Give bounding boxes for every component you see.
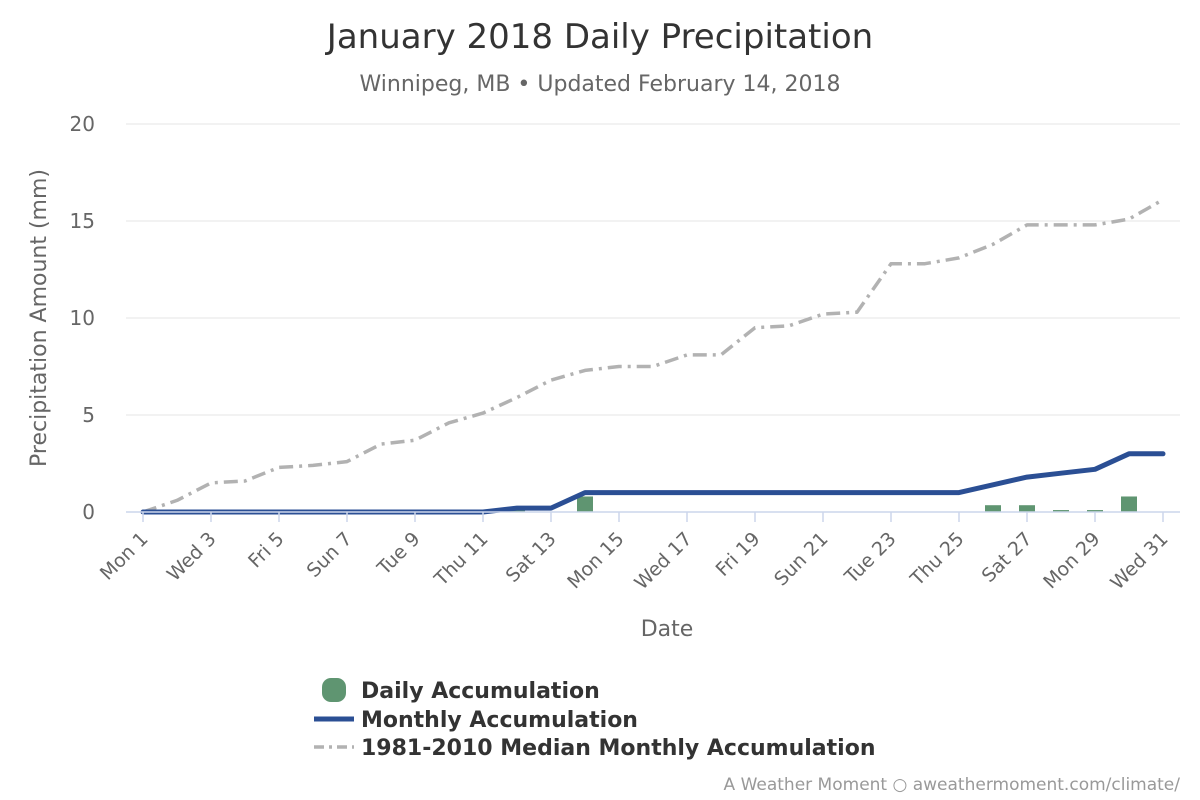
y-axis-ticks: 0 5 10 15 20 [70,112,95,524]
daily-bar[interactable] [1053,510,1069,512]
x-tick-label: Sat 13 [502,528,561,587]
legend-label-median[interactable]: 1981-2010 Median Monthly Accumulation [361,736,876,761]
y-axis-title: Precipitation Amount (mm) [27,169,52,467]
x-tick-label: Mon 29 [1039,528,1104,593]
series-lines [140,198,1166,515]
x-tick-label: Fri 19 [712,528,765,581]
gridlines [126,123,1180,416]
monthly-accumulation-line[interactable] [140,451,1166,515]
daily-bar[interactable] [1121,496,1137,512]
daily-bars [509,496,1137,512]
x-tick-label: Wed 17 [630,528,696,594]
x-tick-label: Thu 25 [906,528,969,591]
x-tick-label: Wed 3 [163,528,221,586]
x-tick-label: Sun 21 [770,528,832,590]
daily-bar[interactable] [1087,510,1103,512]
chart-subtitle: Winnipeg, MB • Updated February 14, 2018 [360,72,841,97]
legend-symbol-daily [322,678,346,702]
chart-title: January 2018 Daily Precipitation [325,17,873,57]
x-axis-title: Date [641,617,694,642]
y-tick-label: 5 [82,403,95,427]
x-tick-label: Wed 31 [1106,528,1172,594]
y-tick-label: 10 [70,306,95,330]
legend-label-monthly[interactable]: Monthly Accumulation [361,708,638,733]
y-tick-label: 0 [82,500,95,524]
daily-bar[interactable] [577,496,593,512]
x-axis: Mon 1 Wed 3 Fri 5 Sun 7 Tue 9 Thu 11 Sat 13 Mon… [96,511,1180,594]
median-accumulation-line[interactable] [142,198,1164,514]
y-tick-label: 20 [70,112,95,136]
legend[interactable]: Daily Accumulation Monthly Accumulation 19… [314,678,876,761]
legend-label-daily[interactable]: Daily Accumulation [361,679,600,704]
x-tick-label: Tue 9 [372,528,424,580]
credits-text[interactable]: A Weather Moment ○ aweathermoment.com/cl… [724,775,1181,795]
x-tick-label: Thu 11 [430,528,493,591]
daily-bar[interactable] [985,505,1001,512]
x-tick-label: Sun 7 [303,528,357,582]
x-tick-label: Tue 23 [840,528,901,589]
x-tick-label: Sat 27 [978,528,1037,587]
x-tick-label: Fri 5 [244,528,288,572]
daily-bar[interactable] [1019,505,1035,512]
y-tick-label: 15 [70,209,95,233]
x-tick-label: Mon 15 [563,528,628,593]
x-tick-label: Mon 1 [96,528,153,585]
